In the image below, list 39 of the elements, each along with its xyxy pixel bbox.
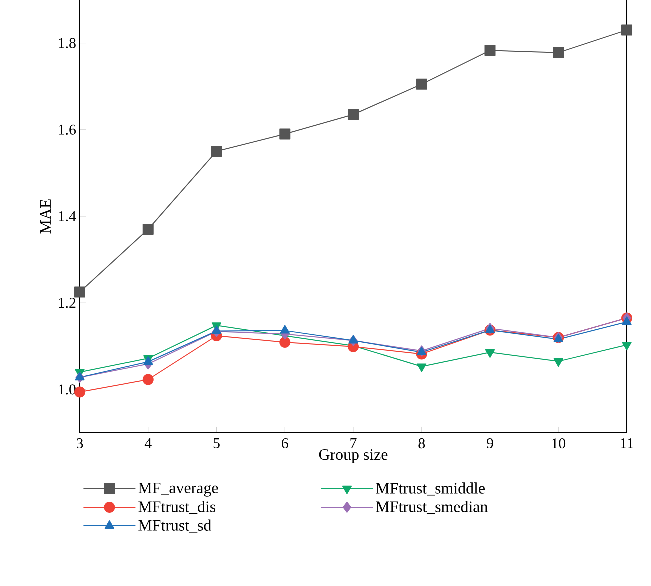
y-tick-label: 1.4 <box>59 211 76 222</box>
point <box>142 224 154 235</box>
y-axis-title: MAE <box>40 200 51 234</box>
point <box>485 349 496 358</box>
point <box>622 24 633 36</box>
y-tick-label: 1.8 <box>59 38 76 48</box>
x-tick-label: 5 <box>214 438 220 448</box>
point <box>74 286 86 298</box>
point <box>212 326 222 334</box>
x-tick-label: 7 <box>350 438 357 448</box>
point <box>348 109 360 120</box>
legend-label: MFtrust_sd <box>138 520 212 533</box>
legend-label: MFtrust_smedian <box>376 501 488 514</box>
y-tick-label: 1.2 <box>59 298 76 308</box>
point <box>622 316 632 326</box>
point <box>554 358 564 368</box>
x-tick-label: 9 <box>487 438 494 449</box>
point <box>417 364 427 372</box>
point <box>280 325 290 334</box>
legend-label: MFtrust_dis <box>138 501 216 514</box>
point <box>416 78 428 90</box>
x-tick-label: 8 <box>418 438 426 449</box>
x-tick-label: 3 <box>76 438 84 449</box>
legend-label: MFtrust_smiddle <box>376 482 485 496</box>
point <box>622 342 632 351</box>
x-tick-label: 4 <box>144 438 152 448</box>
x-tick-label: 6 <box>282 438 288 449</box>
x-tick-label: 11 <box>621 438 634 448</box>
y-tick-label: 1.6 <box>59 124 76 135</box>
point <box>348 335 358 344</box>
point <box>142 374 154 386</box>
point <box>75 372 85 381</box>
x-tick-label: 10 <box>552 438 566 449</box>
point <box>553 47 564 58</box>
point <box>211 146 222 158</box>
point <box>280 128 291 140</box>
x-axis-title: Group size <box>319 449 388 464</box>
point <box>484 45 496 56</box>
legend-label: MF_average <box>138 482 218 497</box>
